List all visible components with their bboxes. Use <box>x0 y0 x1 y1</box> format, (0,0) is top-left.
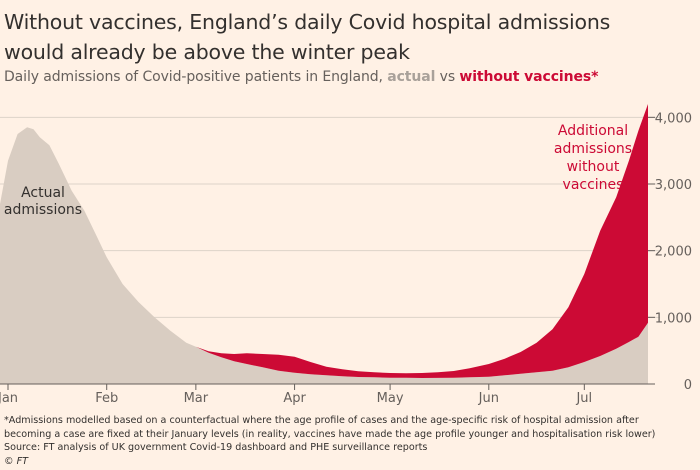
x-tick-label-jan: Jan <box>0 391 18 406</box>
y-tick-label-4000: 4,000 <box>655 111 692 126</box>
actual-admissions-annotation-line-1: Actual <box>21 185 65 201</box>
copyright: © FT <box>4 455 29 467</box>
chart-subtitle: Daily admissions of Covid-positive patie… <box>4 69 694 85</box>
without-vaccines-annotation-line-4: vaccines <box>563 177 624 193</box>
title-line-1: Without vaccines, England’s daily Covid … <box>4 10 611 34</box>
x-tick-label-apr: Apr <box>283 391 306 406</box>
y-tick-label-3000: 3,000 <box>655 178 692 193</box>
y-tick-label-2000: 2,000 <box>655 245 692 260</box>
subtitle-actual-key: actual <box>387 69 436 85</box>
x-tick-label-may: May <box>377 391 404 406</box>
source-note: Source: FT analysis of UK government Cov… <box>4 442 428 453</box>
y-tick-label-1000: 1,000 <box>655 311 692 326</box>
footnote-line-1: *Admissions modelled based on a counterf… <box>4 415 639 426</box>
without-vaccines-area <box>195 104 648 378</box>
chart-title: Without vaccines, England’s daily Covid … <box>4 7 694 67</box>
x-tick-label-jun: Jun <box>478 391 499 406</box>
without-vaccines-annotation-line-1: Additional <box>558 123 628 139</box>
without-vaccines-annotation-line-2: admissions <box>554 141 632 157</box>
x-tick-label-jul: Jul <box>575 391 592 406</box>
subtitle-without-key: without vaccines* <box>459 69 599 85</box>
y-tick-label-0: 0 <box>684 378 692 393</box>
subtitle-prefix: Daily admissions of Covid-positive patie… <box>4 69 383 85</box>
x-tick-label-mar: Mar <box>184 391 209 406</box>
without-vaccines-annotation-line-3: without <box>567 159 620 175</box>
footnote: *Admissions modelled based on a counterf… <box>4 414 696 468</box>
subtitle-vs: vs <box>439 69 456 85</box>
actual-admissions-area <box>0 127 648 385</box>
title-line-2: would already be above the winter peak <box>4 40 410 64</box>
footnote-line-2: becoming a case are fixed at their Janua… <box>4 428 656 440</box>
actual-admissions-annotation-line-2: admissions <box>4 202 82 218</box>
x-tick-label-feb: Feb <box>95 391 118 406</box>
